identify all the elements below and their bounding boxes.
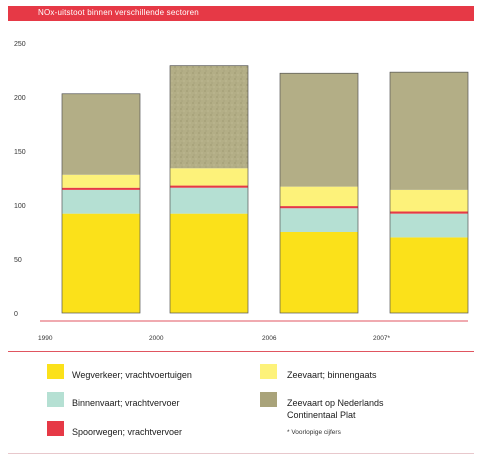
legend-swatch bbox=[47, 364, 64, 379]
bar-segment bbox=[62, 187, 140, 190]
bar-segment bbox=[62, 174, 140, 188]
bar-segment bbox=[390, 237, 468, 313]
bottom-rule bbox=[8, 453, 474, 454]
legend-swatch bbox=[47, 421, 64, 436]
bar-segment bbox=[390, 211, 468, 214]
bar-segment bbox=[280, 208, 358, 232]
bar-segment bbox=[390, 72, 468, 190]
legend-swatch bbox=[260, 364, 277, 379]
bar-outline bbox=[61, 93, 141, 314]
bar-outline bbox=[279, 72, 359, 314]
bar-segment bbox=[62, 93, 140, 175]
bar-segment bbox=[280, 232, 358, 313]
bar-segment bbox=[170, 187, 248, 214]
legend-label: Spoorwegen; vrachtvervoer bbox=[72, 427, 183, 437]
legend-label: Binnenvaart; vrachtvervoer bbox=[72, 398, 180, 408]
bar-segment bbox=[280, 73, 358, 187]
legend-swatch bbox=[260, 392, 277, 407]
y-tick-label: 200 bbox=[14, 95, 26, 102]
bar-segment bbox=[170, 185, 248, 188]
x-tick-label: 1990 bbox=[38, 335, 53, 342]
legend-label: Wegverkeer; vrachtvoertuigen bbox=[72, 370, 192, 380]
legend-swatch bbox=[47, 392, 64, 407]
legend-separator bbox=[8, 351, 474, 352]
legend-label: Zeevaart op Nederlands Continentaal Plat bbox=[287, 398, 384, 420]
bar-segment bbox=[280, 206, 358, 209]
bar-segment bbox=[390, 189, 468, 212]
y-tick-label: 100 bbox=[14, 203, 26, 210]
footnote: * Voorlopige cijfers bbox=[287, 429, 341, 436]
chart-title: NOx-uitstoot binnen verschillende sector… bbox=[38, 8, 199, 17]
bar-segment bbox=[62, 213, 140, 313]
bar-segment bbox=[170, 213, 248, 313]
legend-label: Zeevaart; binnengaats bbox=[287, 370, 377, 380]
y-tick-label: 250 bbox=[14, 41, 26, 48]
x-tick-label: 2006 bbox=[262, 335, 277, 342]
y-tick-label: 50 bbox=[14, 257, 22, 264]
bar-segment bbox=[170, 168, 248, 186]
bar-segment bbox=[280, 186, 358, 207]
y-tick-label: 0 bbox=[14, 311, 18, 318]
bar-outline bbox=[169, 65, 249, 314]
bar-outline bbox=[389, 71, 469, 314]
bar-segment bbox=[390, 213, 468, 238]
bar-segment bbox=[170, 65, 248, 169]
x-tick-label: 2007* bbox=[373, 335, 390, 342]
x-tick-label: 2000 bbox=[149, 335, 164, 342]
chart-title-bar: NOx-uitstoot binnen verschillende sector… bbox=[8, 6, 474, 21]
y-tick-label: 150 bbox=[14, 149, 26, 156]
bar-segment bbox=[62, 189, 140, 214]
